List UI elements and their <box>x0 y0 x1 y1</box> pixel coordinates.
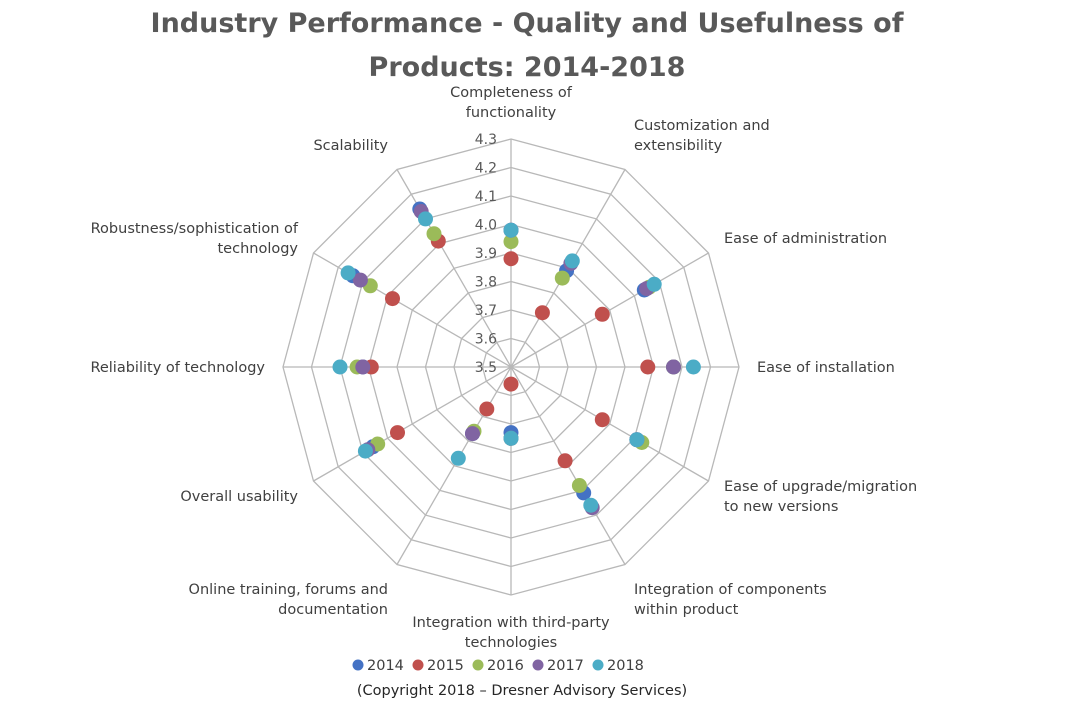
data-point-2016 <box>426 226 442 242</box>
tick-label: 4.2 <box>475 161 497 177</box>
data-point-2018 <box>450 450 466 466</box>
data-point-2016 <box>571 478 587 493</box>
data-point-2017 <box>666 359 681 375</box>
axis-label: documentation <box>278 602 388 618</box>
tick-label: 4.1 <box>475 189 497 205</box>
tick-label: 4.0 <box>475 218 497 234</box>
legend-marker-2016 <box>472 659 484 671</box>
data-point-2015 <box>557 453 573 469</box>
axis-label: Reliability of technology <box>90 360 265 376</box>
data-point-2015 <box>390 425 405 441</box>
data-point-2018 <box>332 359 348 375</box>
data-point-2016 <box>554 270 570 286</box>
legend-label-2017[interactable]: 2017 <box>547 658 584 674</box>
tick-label: 3.8 <box>475 275 497 291</box>
data-point-2018 <box>340 265 356 281</box>
radial-tick-labels: 3.5 3.6 3.7 3.8 3.9 4.0 4.1 4.2 4.3 <box>475 132 497 376</box>
axis-label: Integration of components <box>634 582 827 598</box>
axis-label: Integration with third-party <box>412 615 610 631</box>
data-point-2015 <box>594 306 610 322</box>
legend-marker-2017 <box>532 659 544 671</box>
data-point-2017 <box>352 272 368 288</box>
axis-label: Scalability <box>313 138 388 154</box>
data-point-2015 <box>479 401 495 417</box>
axis-label: Ease of upgrade/migration <box>724 479 917 495</box>
axis-label: functionality <box>466 105 557 121</box>
data-points <box>332 201 701 516</box>
data-point-2015 <box>534 305 550 321</box>
data-point-2018 <box>583 497 599 513</box>
axis-spoke <box>510 366 709 482</box>
tick-label: 3.9 <box>475 246 497 262</box>
copyright-note: (Copyright 2018 – Dresner Advisory Servi… <box>357 683 687 699</box>
axis-label: to new versions <box>724 499 838 515</box>
legend-label-2015[interactable]: 2015 <box>427 658 464 674</box>
legend-label-2018[interactable]: 2018 <box>607 658 644 674</box>
data-point-2016 <box>503 234 519 250</box>
data-point-2018 <box>646 276 662 292</box>
data-point-2018 <box>629 432 645 448</box>
data-point-2018 <box>685 359 701 375</box>
chart-title-line-1: Industry Performance - Quality and Usefu… <box>151 8 904 39</box>
data-point-2015 <box>503 376 519 392</box>
legend-marker-2018 <box>592 659 604 671</box>
axis-label: Overall usability <box>180 489 298 505</box>
legend[interactable]: 2014 2015 2016 2017 2018 <box>352 658 644 674</box>
tick-label: 4.3 <box>475 132 497 148</box>
axis-label: technology <box>217 241 298 257</box>
tick-label: 3.5 <box>475 360 497 376</box>
axis-label: Online training, forums and <box>189 582 388 598</box>
axis-label: technologies <box>465 635 557 651</box>
axis-label: extensibility <box>634 138 723 154</box>
tick-label: 3.6 <box>475 332 497 348</box>
axis-label: Robustness/sophistication of <box>91 221 299 237</box>
tick-label: 3.7 <box>475 303 497 319</box>
data-point-2017 <box>465 426 480 442</box>
axis-label: Ease of installation <box>757 360 895 376</box>
data-point-2018 <box>503 222 519 238</box>
axis-spoke <box>313 366 512 482</box>
data-point-2015 <box>640 359 656 375</box>
axis-label: Completeness of <box>450 85 573 101</box>
data-point-2017 <box>355 359 371 375</box>
axis-spoke <box>510 252 709 368</box>
axis-label: Ease of administration <box>724 231 887 247</box>
data-point-2015 <box>503 251 519 267</box>
axis-spoke <box>396 169 512 368</box>
axis-spoke <box>396 366 512 565</box>
data-point-2018 <box>503 430 519 446</box>
legend-label-2016[interactable]: 2016 <box>487 658 524 674</box>
axis-label: within product <box>634 602 739 618</box>
data-point-2018 <box>564 253 580 269</box>
data-point-2015 <box>594 412 610 428</box>
data-point-2018 <box>418 211 433 227</box>
axis-label: Customization and <box>634 118 770 134</box>
legend-marker-2015 <box>412 659 424 671</box>
axis-labels: Completeness of functionality Customizatio… <box>90 85 917 651</box>
legend-marker-2014 <box>352 659 364 671</box>
legend-label-2014[interactable]: 2014 <box>367 658 404 674</box>
chart-title-line-2: Products: 2014-2018 <box>369 52 686 83</box>
data-point-2015 <box>385 291 400 307</box>
data-point-2018 <box>357 443 373 459</box>
